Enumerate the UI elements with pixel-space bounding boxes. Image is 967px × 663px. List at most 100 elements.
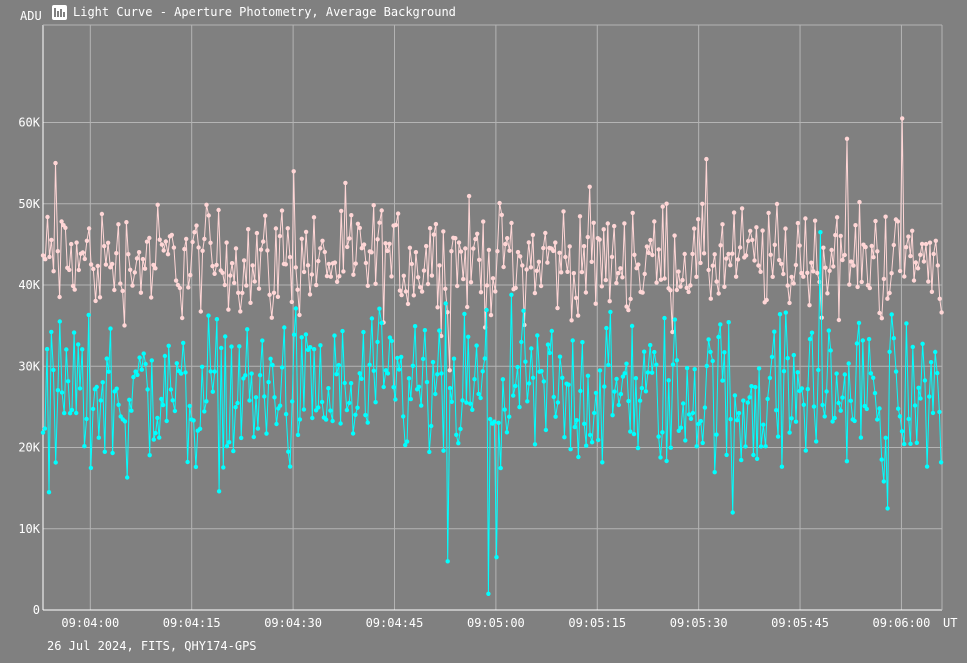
data-point bbox=[591, 220, 596, 225]
data-point bbox=[363, 412, 368, 418]
data-point bbox=[185, 459, 190, 465]
data-point bbox=[182, 246, 187, 252]
data-point bbox=[918, 252, 923, 257]
data-point bbox=[297, 312, 302, 318]
data-point bbox=[919, 241, 925, 247]
data-point bbox=[214, 317, 220, 322]
data-point bbox=[224, 444, 230, 449]
data-point bbox=[585, 373, 591, 378]
data-point bbox=[646, 250, 651, 256]
data-point bbox=[173, 278, 179, 283]
data-point bbox=[716, 334, 721, 340]
data-point bbox=[682, 251, 687, 257]
data-point bbox=[847, 282, 852, 287]
data-point bbox=[889, 312, 894, 317]
data-point bbox=[149, 358, 154, 363]
data-point bbox=[553, 240, 558, 245]
data-point bbox=[799, 386, 805, 391]
data-point bbox=[424, 379, 430, 385]
data-point bbox=[545, 342, 551, 347]
data-point bbox=[435, 305, 440, 310]
data-point bbox=[385, 248, 390, 254]
data-point bbox=[708, 349, 713, 355]
series-layer bbox=[40, 116, 944, 596]
data-point bbox=[635, 445, 641, 451]
data-point bbox=[662, 315, 667, 321]
data-point bbox=[140, 256, 146, 262]
data-point bbox=[431, 232, 436, 237]
data-point bbox=[136, 250, 142, 255]
data-point bbox=[80, 250, 86, 255]
data-point bbox=[503, 241, 508, 247]
app-logo-icon[interactable] bbox=[52, 4, 67, 20]
data-point bbox=[254, 230, 260, 236]
data-point bbox=[279, 208, 285, 213]
data-point bbox=[387, 241, 392, 246]
data-point bbox=[648, 342, 653, 348]
data-point bbox=[497, 200, 502, 206]
data-point bbox=[174, 361, 179, 366]
data-point bbox=[204, 399, 209, 404]
data-point bbox=[787, 430, 792, 435]
data-point bbox=[885, 506, 890, 511]
data-point bbox=[244, 283, 249, 288]
data-point bbox=[765, 396, 770, 402]
data-point bbox=[373, 281, 378, 286]
data-point bbox=[381, 384, 386, 390]
data-point bbox=[774, 201, 780, 207]
data-point bbox=[472, 377, 477, 382]
data-point bbox=[795, 220, 801, 226]
data-point bbox=[758, 444, 764, 449]
chart-title-bar: Light Curve - Aperture Photometry, Avera… bbox=[52, 3, 456, 21]
data-point bbox=[745, 400, 750, 405]
data-point bbox=[222, 282, 227, 288]
data-point bbox=[453, 236, 458, 241]
data-point bbox=[777, 257, 782, 263]
data-point bbox=[475, 231, 480, 236]
data-point bbox=[567, 244, 572, 249]
data-point bbox=[927, 240, 933, 245]
data-point bbox=[126, 252, 131, 257]
data-point bbox=[334, 279, 340, 284]
data-point bbox=[754, 225, 759, 230]
data-point bbox=[885, 296, 890, 301]
data-point bbox=[751, 452, 756, 458]
data-point bbox=[98, 398, 104, 403]
data-point bbox=[350, 431, 356, 436]
data-point bbox=[735, 257, 741, 262]
data-point bbox=[419, 403, 424, 408]
data-point bbox=[694, 444, 699, 449]
data-point bbox=[416, 384, 422, 389]
data-point bbox=[566, 382, 571, 387]
data-point bbox=[777, 312, 783, 317]
data-point bbox=[844, 459, 850, 464]
data-point bbox=[840, 395, 845, 400]
data-point bbox=[528, 265, 534, 270]
data-point bbox=[553, 414, 558, 419]
data-point bbox=[177, 285, 183, 291]
data-point bbox=[449, 399, 454, 404]
data-point bbox=[198, 309, 203, 314]
data-point bbox=[371, 368, 376, 373]
data-point bbox=[639, 385, 645, 391]
data-point bbox=[561, 209, 566, 214]
data-point bbox=[731, 210, 737, 215]
data-point bbox=[353, 261, 358, 266]
x-tick-label: 09:05:15 bbox=[568, 616, 626, 630]
data-point bbox=[783, 310, 788, 315]
data-point bbox=[664, 458, 669, 464]
data-point bbox=[547, 350, 552, 356]
data-point bbox=[314, 282, 319, 288]
data-point bbox=[393, 222, 399, 228]
data-point bbox=[854, 341, 860, 346]
data-point bbox=[159, 396, 164, 402]
data-point bbox=[365, 420, 370, 425]
data-point bbox=[334, 372, 339, 377]
data-point bbox=[291, 332, 297, 337]
data-point bbox=[145, 387, 150, 392]
data-point bbox=[415, 275, 421, 280]
data-point bbox=[439, 371, 444, 376]
data-point bbox=[326, 386, 331, 391]
data-point bbox=[412, 324, 418, 329]
